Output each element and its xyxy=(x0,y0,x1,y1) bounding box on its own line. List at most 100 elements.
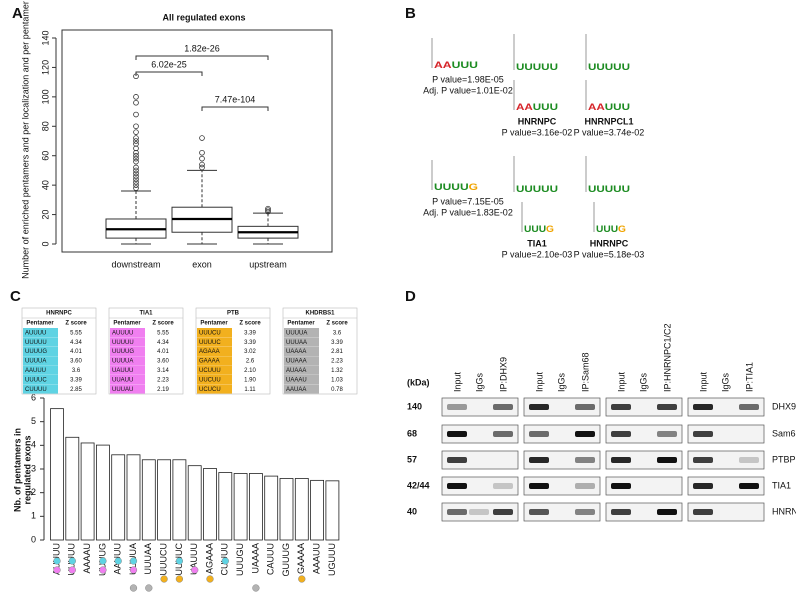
pentamer: UUUUA xyxy=(25,359,46,365)
outlier xyxy=(133,123,139,130)
table-column: Pentamer xyxy=(113,321,141,327)
outlier xyxy=(133,111,139,118)
blot-strip xyxy=(441,502,519,522)
p-value: P value=1.98E-05 xyxy=(432,74,504,84)
pentamer-cell xyxy=(23,375,58,385)
x-tick-label: GAAAA xyxy=(296,543,306,574)
outlier xyxy=(265,208,271,215)
kda-label: 40 xyxy=(407,506,417,516)
y-tick-label: 140 xyxy=(40,30,50,45)
x-tick-label: exon xyxy=(192,259,212,269)
bar xyxy=(50,408,64,541)
blot-strip xyxy=(441,476,519,496)
x-tick-label: UUUGU xyxy=(235,543,245,576)
y-tick-label: 120 xyxy=(40,60,50,75)
kda-label: 68 xyxy=(407,428,417,438)
z-score: 4.01 xyxy=(70,349,82,355)
bar xyxy=(203,468,217,541)
outlier xyxy=(199,149,205,156)
lane-label: Input xyxy=(616,371,626,392)
z-score: 3.6 xyxy=(72,368,81,374)
bar xyxy=(126,454,141,541)
blot-strip xyxy=(523,450,601,470)
z-score: 3.02 xyxy=(244,349,256,355)
pentamer: AGAAA xyxy=(199,349,220,355)
pentamer-cell xyxy=(284,365,319,375)
z-score: 5.55 xyxy=(70,330,82,336)
table-column: Pentamer xyxy=(287,321,315,327)
membership-dot xyxy=(145,584,153,592)
p-value: P value=7.15E-05 xyxy=(432,196,504,206)
band xyxy=(611,509,631,515)
y-tick-label: 4 xyxy=(31,440,36,450)
protein-label: TIA1 xyxy=(772,480,791,490)
table-column: Pentamer xyxy=(26,321,54,327)
blot-strip xyxy=(441,424,519,444)
membership-dot xyxy=(99,557,107,565)
comparison-bracket xyxy=(135,71,203,76)
table-title: HNRNPC xyxy=(46,311,72,317)
pentamer-cell xyxy=(284,384,319,394)
band xyxy=(693,509,713,515)
z-score: 1.11 xyxy=(244,387,256,393)
band xyxy=(447,404,467,410)
outlier xyxy=(199,161,205,168)
band xyxy=(657,457,677,463)
z-score: 3.14 xyxy=(157,368,169,374)
z-score: 3.60 xyxy=(157,359,169,365)
lane-label: IP:Sam68 xyxy=(580,352,590,392)
membership-dot xyxy=(129,566,138,574)
membership-dot xyxy=(99,566,107,574)
pentamer: UUUCU xyxy=(199,330,221,336)
plot-frame xyxy=(61,29,333,253)
band xyxy=(447,431,467,437)
target-name: TIA1 xyxy=(527,238,547,248)
band xyxy=(693,431,713,437)
z-score: 2.23 xyxy=(157,377,169,383)
lane-label: IP:DHX9 xyxy=(498,357,508,392)
band xyxy=(529,431,549,437)
blot-strip xyxy=(687,450,765,470)
panel-letter: A xyxy=(12,5,23,22)
z-score: 4.34 xyxy=(157,340,169,346)
comparison-bracket xyxy=(135,55,269,60)
membership-dot xyxy=(53,566,61,574)
target-name: HNRNPC xyxy=(518,116,557,126)
pentamer-cell xyxy=(197,328,232,338)
outlier xyxy=(133,158,139,165)
y-tick-label: 6 xyxy=(31,392,36,402)
bar xyxy=(248,473,263,541)
bar xyxy=(172,459,187,541)
x-tick-label: AAAUU xyxy=(311,543,321,574)
kda-label: 57 xyxy=(407,454,417,464)
blot-strip xyxy=(687,424,765,444)
y-tick-label: 0 xyxy=(40,241,50,246)
band xyxy=(575,457,595,463)
membership-dot xyxy=(221,557,229,565)
chart-title: All regulated exons xyxy=(162,12,245,22)
band xyxy=(693,483,713,489)
band xyxy=(493,404,513,410)
membership-dot xyxy=(191,566,199,574)
y-tick-label: 40 xyxy=(40,180,50,190)
pentamer-cell xyxy=(110,337,145,347)
outlier xyxy=(265,205,271,212)
pentamer-cell xyxy=(110,356,145,366)
y-tick-label: 5 xyxy=(31,416,36,426)
band xyxy=(493,509,513,515)
outlier xyxy=(133,129,139,135)
comparison-label: 1.82e-26 xyxy=(184,43,220,53)
pentamer-cell xyxy=(197,356,232,366)
x-tick-label: downstream xyxy=(111,259,160,269)
outlier xyxy=(133,185,139,191)
outlier xyxy=(265,207,271,213)
blot-strip xyxy=(523,424,601,444)
z-score: 3.60 xyxy=(70,359,82,365)
pentamer-cell xyxy=(23,328,58,338)
pentamer-cell xyxy=(23,337,58,347)
outlier xyxy=(133,167,139,174)
pentamer-cell xyxy=(110,365,145,375)
x-tick-label: upstream xyxy=(249,259,287,269)
x-tick-label: UUUAA xyxy=(143,543,153,575)
